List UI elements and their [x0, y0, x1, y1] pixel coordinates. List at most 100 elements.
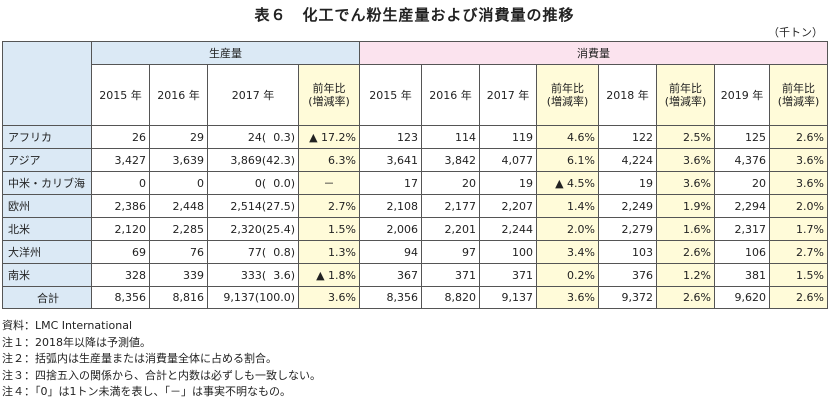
total-p2015: 8,356 [91, 286, 150, 309]
cell-c2018: 19 [598, 171, 657, 195]
cell-c2018: 103 [598, 240, 657, 264]
cell-c2015: 123 [359, 125, 422, 149]
table-row: 北米 2,120 2,285 2,320(25.4) 1.5% 2,006 2,… [2, 217, 828, 241]
cell-c2018: 4,224 [598, 148, 657, 172]
cell-c2018-yoy: 1.2% [656, 263, 715, 287]
footnotes: 資料：LMC International 注１：2018年以降は予測値。 注２：… [2, 318, 321, 401]
cell-p2017: 0( 0.0) [207, 171, 299, 195]
total-p-yoy: 3.6% [298, 286, 360, 309]
region-label: 北米 [2, 217, 92, 241]
total-c2019: 9,620 [714, 286, 770, 309]
cell-c2019-yoy: 2.0% [769, 194, 828, 218]
cell-p2017: 77( 0.8) [207, 240, 299, 264]
cell-c2016: 2,177 [421, 194, 480, 218]
cell-p2017: 3,869(42.3) [207, 148, 299, 172]
cell-c2019: 20 [714, 171, 770, 195]
cell-c2018: 376 [598, 263, 657, 287]
cons-year-2019-header: 2019 年 [714, 64, 770, 126]
cell-p-yoy: 1.5% [298, 217, 360, 241]
total-label: 合計 [2, 286, 92, 309]
cell-p-yoy: － [298, 171, 360, 195]
cell-p2015: 2,386 [91, 194, 150, 218]
cell-c2015: 2,108 [359, 194, 422, 218]
prod-yoy-header: 前年比 (増減率) [298, 64, 360, 126]
cell-c2016: 371 [421, 263, 480, 287]
region-label: 中米・カリブ海 [2, 171, 92, 195]
cell-c2019-yoy: 2.7% [769, 240, 828, 264]
cell-c2016: 97 [421, 240, 480, 264]
cell-c2015: 17 [359, 171, 422, 195]
cell-c2019-yoy: 2.6% [769, 125, 828, 149]
cell-p2016: 0 [149, 171, 208, 195]
cell-c2015: 94 [359, 240, 422, 264]
cell-c2017: 2,244 [479, 217, 537, 241]
cell-p-yoy: 2.7% [298, 194, 360, 218]
cell-c2018-yoy: 1.9% [656, 194, 715, 218]
footnote-3: 注３：四捨五入の関係から、合計と内数は必ずしも一致しない。 [2, 368, 321, 382]
unit-label: （千トン） [768, 26, 823, 39]
cell-p-yoy: ▲ 1.8% [298, 263, 360, 287]
cell-c2017: 100 [479, 240, 537, 264]
region-label: 南米 [2, 263, 92, 287]
cell-p2015: 69 [91, 240, 150, 264]
table-row: 南米 328 339 333( 3.6) ▲ 1.8% 367 371 371 … [2, 263, 828, 287]
consumption-group-header: 消費量 [359, 41, 828, 65]
cell-c2017: 2,207 [479, 194, 537, 218]
total-c2018: 9,372 [598, 286, 657, 309]
footnote-source: 資料：LMC International [2, 319, 133, 332]
cell-c2017-yoy: 1.4% [536, 194, 599, 218]
cell-p2016: 29 [149, 125, 208, 149]
cell-c2017: 119 [479, 125, 537, 149]
cons-2019-yoy-header: 前年比 (増減率) [769, 64, 828, 126]
cell-c2016: 3,842 [421, 148, 480, 172]
cell-c2019: 2,317 [714, 217, 770, 241]
cell-c2019-yoy: 3.6% [769, 148, 828, 172]
cell-p2015: 328 [91, 263, 150, 287]
cell-c2019: 4,376 [714, 148, 770, 172]
cell-p2015: 3,427 [91, 148, 150, 172]
cell-c2018-yoy: 3.6% [656, 148, 715, 172]
cell-p2016: 2,285 [149, 217, 208, 241]
cell-p-yoy: ▲ 17.2% [298, 125, 360, 149]
total-p2016: 8,816 [149, 286, 208, 309]
cell-c2019: 106 [714, 240, 770, 264]
table-row: アフリカ 26 29 24( 0.3) ▲ 17.2% 123 114 119 … [2, 125, 828, 149]
region-label: 大洋州 [2, 240, 92, 264]
cell-p-yoy: 6.3% [298, 148, 360, 172]
cell-c2018-yoy: 2.5% [656, 125, 715, 149]
cell-c2019-yoy: 1.7% [769, 217, 828, 241]
cell-c2015: 367 [359, 263, 422, 287]
total-c2016: 8,820 [421, 286, 480, 309]
region-label: アフリカ [2, 125, 92, 149]
total-c2018-yoy: 2.6% [656, 286, 715, 309]
cell-p-yoy: 1.3% [298, 240, 360, 264]
cell-c2018: 2,279 [598, 217, 657, 241]
cell-c2017: 371 [479, 263, 537, 287]
region-label: アジア [2, 148, 92, 172]
table-row: 大洋州 69 76 77( 0.8) 1.3% 94 97 100 3.4% 1… [2, 240, 828, 264]
cell-p2017: 2,514(27.5) [207, 194, 299, 218]
cell-c2018: 2,249 [598, 194, 657, 218]
cell-c2017-yoy: ▲ 4.5% [536, 171, 599, 195]
cell-c2019: 381 [714, 263, 770, 287]
total-c2015: 8,356 [359, 286, 422, 309]
cell-c2019-yoy: 3.6% [769, 171, 828, 195]
cell-c2015: 2,006 [359, 217, 422, 241]
footnote-2: 注２：括弧内は生産量または消費量全体に占める割合。 [2, 352, 277, 366]
table-row: アジア 3,427 3,639 3,869(42.3) 6.3% 3,641 3… [2, 148, 828, 172]
cons-2018-yoy-header: 前年比 (増減率) [656, 64, 715, 126]
total-c2017-yoy: 3.6% [536, 286, 599, 309]
cell-p2015: 2,120 [91, 217, 150, 241]
region-label: 欧州 [2, 194, 92, 218]
cons-year-2018-header: 2018 年 [598, 64, 657, 126]
footnote-4: 注４：「0」は1トン未満を表し、「－」は事実不明なもの。 [2, 385, 291, 399]
cell-p2016: 2,448 [149, 194, 208, 218]
cell-c2018: 122 [598, 125, 657, 149]
prod-year-2017-header: 2017 年 [207, 64, 299, 126]
corner-cell [2, 41, 92, 126]
cell-p2017: 2,320(25.4) [207, 217, 299, 241]
cell-c2018-yoy: 2.6% [656, 240, 715, 264]
cell-c2017-yoy: 3.4% [536, 240, 599, 264]
cell-c2017-yoy: 4.6% [536, 125, 599, 149]
cell-c2017-yoy: 0.2% [536, 263, 599, 287]
